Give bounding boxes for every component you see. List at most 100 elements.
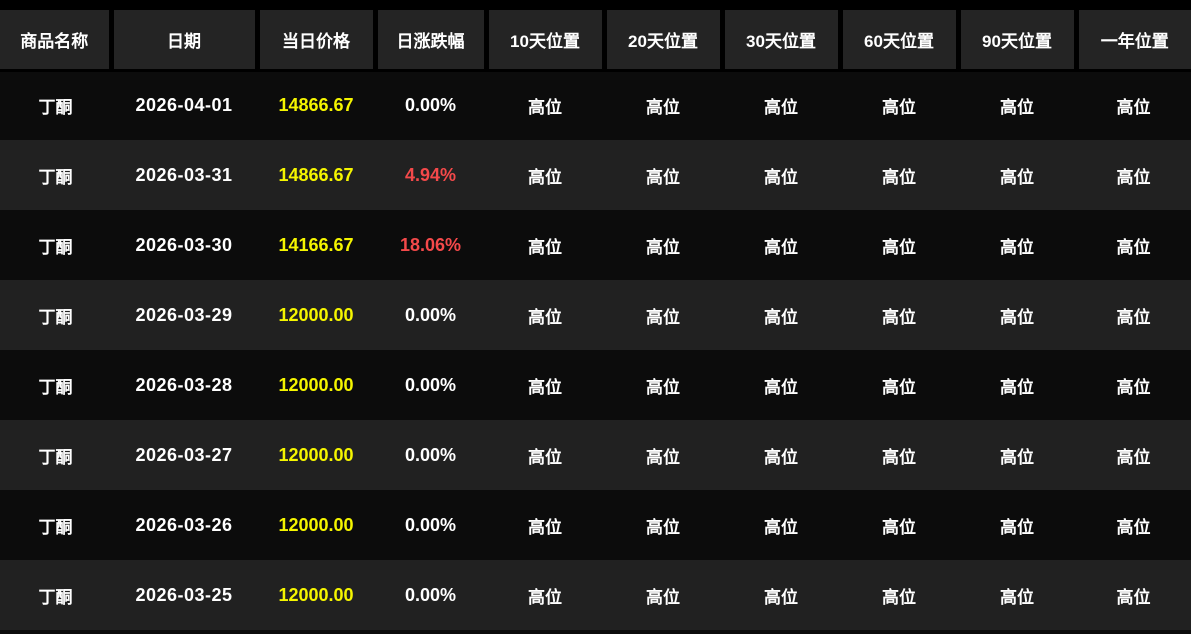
date-cell: 2026-03-30 [135,234,233,255]
product-name-cell: 丁酮 [38,307,73,327]
position-cell-pos-1y: 高位 [1116,447,1151,467]
product-name-cell: 丁酮 [38,447,73,467]
partial-next-row [0,630,1191,634]
position-cell-pos-90d: 高位 [1000,167,1034,187]
position-cell-pos-1y: 高位 [1116,237,1151,257]
product-name-cell: 丁酮 [38,167,73,187]
position-cell-pos-90d: 高位 [1000,587,1034,607]
position-cell-pos-10d: 高位 [528,447,562,467]
change-cell: 18.06% [399,234,462,255]
price-cell: 12000.00 [278,584,354,605]
position-cell-pos-30d: 高位 [764,307,798,327]
product-name-cell: 丁酮 [38,237,73,257]
table-row: 丁酮 2026-03-30 14166.67 18.06% 高位 高位 高位 高位 高位 高位 [0,210,1191,280]
position-cell-pos-90d: 高位 [1000,307,1034,327]
price-cell: 14166.67 [278,234,354,255]
position-cell-pos-60d: 高位 [882,587,916,607]
position-cell-pos-30d: 高位 [764,587,798,607]
position-cell-pos-20d: 高位 [646,98,680,118]
change-cell: 0.00% [404,304,457,325]
product-name-cell: 丁酮 [38,98,73,118]
table-header-row: 商品名称 日期 当日价格 日涨跌幅 10天位置 20天位置 30天位置 60天位置 90天位置一… [0,0,1191,72]
position-cell-pos-20d: 高位 [646,587,680,607]
table-row: 丁酮 2026-03-26 12000.00 0.00% 高位 高位 高位 高位 高位 高位 [0,490,1191,560]
table-row: 丁酮 2026-03-28 12000.00 0.00% 高位 高位 高位 高位 高位 高位 [0,350,1191,420]
position-cell-pos-10d: 高位 [528,167,562,187]
column-header-pos-1y: 一年位置 [1073,0,1191,72]
change-cell: 0.00% [404,444,457,465]
position-cell-pos-30d: 高位 [764,237,798,257]
column-header-pos-10d: 10天位置 [483,0,604,72]
position-cell-pos-90d: 高位 [1000,447,1034,467]
column-header-day-price: 当日价格 [254,0,375,72]
column-header-product-name: 商品名称 [0,0,111,72]
position-cell-pos-10d: 高位 [528,517,562,537]
table-row: 丁酮 2026-03-29 12000.00 0.00% 高位 高位 高位 高位 高位 高位 [0,280,1191,350]
position-cell-pos-1y: 高位 [1116,167,1151,187]
product-name-cell: 丁酮 [38,517,73,537]
column-header-pos-90d: 90天位置 [955,0,1076,72]
change-cell: 0.00% [404,374,457,395]
position-cell-pos-20d: 高位 [646,377,680,397]
table-row: 丁酮 2026-03-27 12000.00 0.00% 高位 高位 高位 高位 高位 高位 [0,420,1191,490]
position-cell-pos-1y: 高位 [1116,517,1151,537]
price-cell: 14866.67 [278,95,354,116]
column-header-pos-20d: 20天位置 [601,0,722,72]
position-cell-pos-30d: 高位 [764,98,798,118]
position-cell-pos-30d: 高位 [764,377,798,397]
position-cell-pos-60d: 高位 [882,377,916,397]
position-cell-pos-30d: 高位 [764,167,798,187]
price-cell: 12000.00 [278,514,354,535]
position-cell-pos-60d: 高位 [882,447,916,467]
date-cell: 2026-03-26 [135,514,233,535]
position-cell-pos-60d: 高位 [882,307,916,327]
column-header-day-change: 日涨跌幅 [372,0,486,72]
position-cell-pos-20d: 高位 [646,307,680,327]
position-cell-pos-90d: 高位 [1000,377,1034,397]
date-cell: 2026-03-29 [135,304,233,325]
column-header-date: 日期 [108,0,257,72]
change-cell: 0.00% [404,514,457,535]
position-cell-pos-1y: 高位 [1116,377,1151,397]
position-cell-pos-1y: 高位 [1116,98,1151,118]
position-cell-pos-10d: 高位 [528,98,562,118]
date-cell: 2026-03-31 [135,164,233,185]
position-cell-pos-1y: 高位 [1116,587,1151,607]
position-cell-pos-1y: 高位 [1116,307,1151,327]
position-cell-pos-20d: 高位 [646,517,680,537]
price-cell: 12000.00 [278,374,354,395]
column-header-pos-30d: 30天位置 [719,0,840,72]
position-cell-pos-60d: 高位 [882,517,916,537]
table-row: 丁酮 2026-04-01 14866.67 0.00% 高位 高位 高位 高位 高位 高位 [0,70,1191,140]
position-cell-pos-30d: 高位 [764,517,798,537]
date-cell: 2026-04-01 [135,95,233,116]
table-row: 丁酮 2026-03-25 12000.00 0.00% 高位 高位 高位 高位 高位 高位 [0,560,1191,630]
date-cell: 2026-03-28 [135,374,233,395]
price-cell: 12000.00 [278,304,354,325]
position-cell-pos-60d: 高位 [882,167,916,187]
position-cell-pos-90d: 高位 [1000,237,1034,257]
position-cell-pos-90d: 高位 [1000,98,1034,118]
column-header-pos-60d: 60天位置 [837,0,958,72]
position-cell-pos-20d: 高位 [646,167,680,187]
position-cell-pos-20d: 高位 [646,237,680,257]
position-cell-pos-20d: 高位 [646,447,680,467]
position-cell-pos-10d: 高位 [528,587,562,607]
product-name-cell: 丁酮 [38,377,73,397]
position-cell-pos-30d: 高位 [764,447,798,467]
price-cell: 14866.67 [278,164,354,185]
product-name-cell: 丁酮 [38,587,73,607]
position-cell-pos-90d: 高位 [1000,517,1034,537]
position-cell-pos-60d: 高位 [882,237,916,257]
table-row: 丁酮 2026-03-31 14866.67 4.94% 高位 高位 高位 高位 高位 高位 [0,140,1191,210]
position-cell-pos-60d: 高位 [882,98,916,118]
position-cell-pos-10d: 高位 [528,377,562,397]
position-cell-pos-10d: 高位 [528,237,562,257]
change-cell: 0.00% [404,584,457,605]
position-cell-pos-10d: 高位 [528,307,562,327]
date-cell: 2026-03-25 [135,584,233,605]
date-cell: 2026-03-27 [135,444,233,465]
change-cell: 0.00% [404,95,457,116]
price-cell: 12000.00 [278,444,354,465]
